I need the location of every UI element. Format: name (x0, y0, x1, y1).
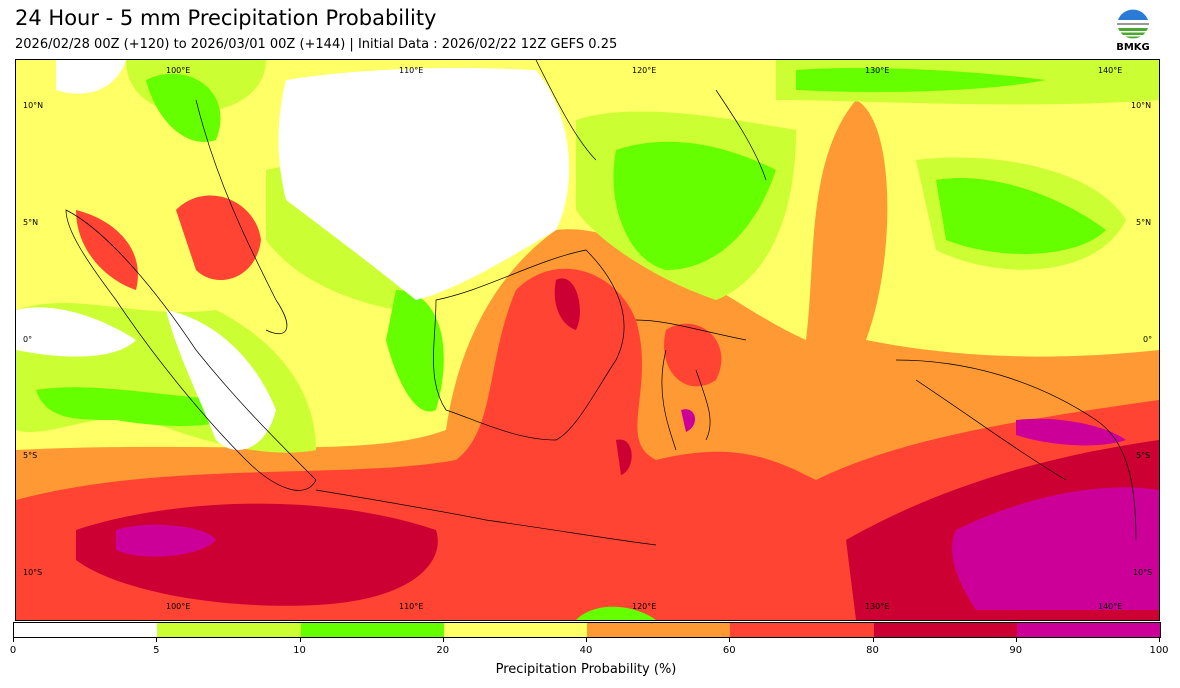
colorbar-segment (157, 623, 301, 637)
colorbar-tick-label: 20 (436, 645, 450, 656)
bmkg-logo: BMKG (1112, 8, 1154, 54)
lat-label: 5°S (23, 451, 38, 460)
lat-label: 10°S (1133, 568, 1153, 577)
colorbar-label: Precipitation Probability (%) (495, 662, 677, 677)
chart-subtitle: 2026/02/28 00Z (+120) to 2026/03/01 00Z … (15, 37, 618, 52)
colorbar-tick (442, 637, 444, 642)
colorbar-segment (873, 623, 1017, 637)
lat-label: 10°N (23, 101, 44, 110)
lat-label: 5°N (1136, 218, 1152, 227)
lat-label: 0° (1143, 335, 1153, 344)
chart-title: 24 Hour - 5 mm Precipitation Probability (15, 6, 437, 30)
lat-label: 0° (23, 335, 33, 344)
colorbar-tick-label: 80 (866, 645, 879, 656)
colorbar-tick-label: 40 (579, 645, 593, 656)
lon-label: 130°E (865, 66, 890, 75)
lon-label: 110°E (399, 602, 424, 611)
colorbar-tick-label: 0 (9, 645, 17, 656)
colorbar-segment (1016, 623, 1160, 637)
colorbar-tick (156, 637, 158, 642)
map-field (16, 60, 1159, 620)
lat-label: 10°N (1131, 101, 1152, 110)
colorbar-tick-label: 60 (722, 645, 736, 656)
colorbar-segment (14, 623, 158, 637)
colorbar-tick (872, 637, 874, 642)
colorbar-tick-label: 100 (1149, 645, 1169, 656)
colorbar-tick (1159, 637, 1160, 642)
logo-text: BMKG (1116, 42, 1150, 53)
lon-label: 100°E (166, 66, 191, 75)
colorbar-segment (300, 623, 444, 637)
colorbar (13, 622, 1161, 638)
precipitation-map: 100°E 110°E 120°E 130°E 140°E 100°E 110°… (15, 59, 1160, 621)
lat-label: 5°N (23, 218, 39, 227)
colorbar-tick-label: 10 (293, 645, 306, 656)
lon-label: 110°E (399, 66, 424, 75)
lon-label: 120°E (632, 66, 657, 75)
lon-label: 140°E (1098, 602, 1123, 611)
colorbar-segment (587, 623, 731, 637)
colorbar-segment (730, 623, 874, 637)
colorbar-segment (443, 623, 587, 637)
colorbar-tick-label: 90 (1009, 645, 1023, 656)
colorbar-tick (729, 637, 731, 642)
lat-label: 5°S (1136, 451, 1151, 460)
colorbar-tick-label: 5 (153, 645, 160, 656)
lon-label: 140°E (1098, 66, 1123, 75)
lon-label: 100°E (166, 602, 191, 611)
lat-label: 10°S (23, 568, 43, 577)
lon-label: 120°E (632, 602, 657, 611)
colorbar-tick (299, 637, 301, 642)
lon-label: 130°E (865, 602, 890, 611)
colorbar-tick (13, 637, 14, 642)
colorbar-tick (586, 637, 587, 642)
colorbar-tick (1015, 637, 1017, 642)
